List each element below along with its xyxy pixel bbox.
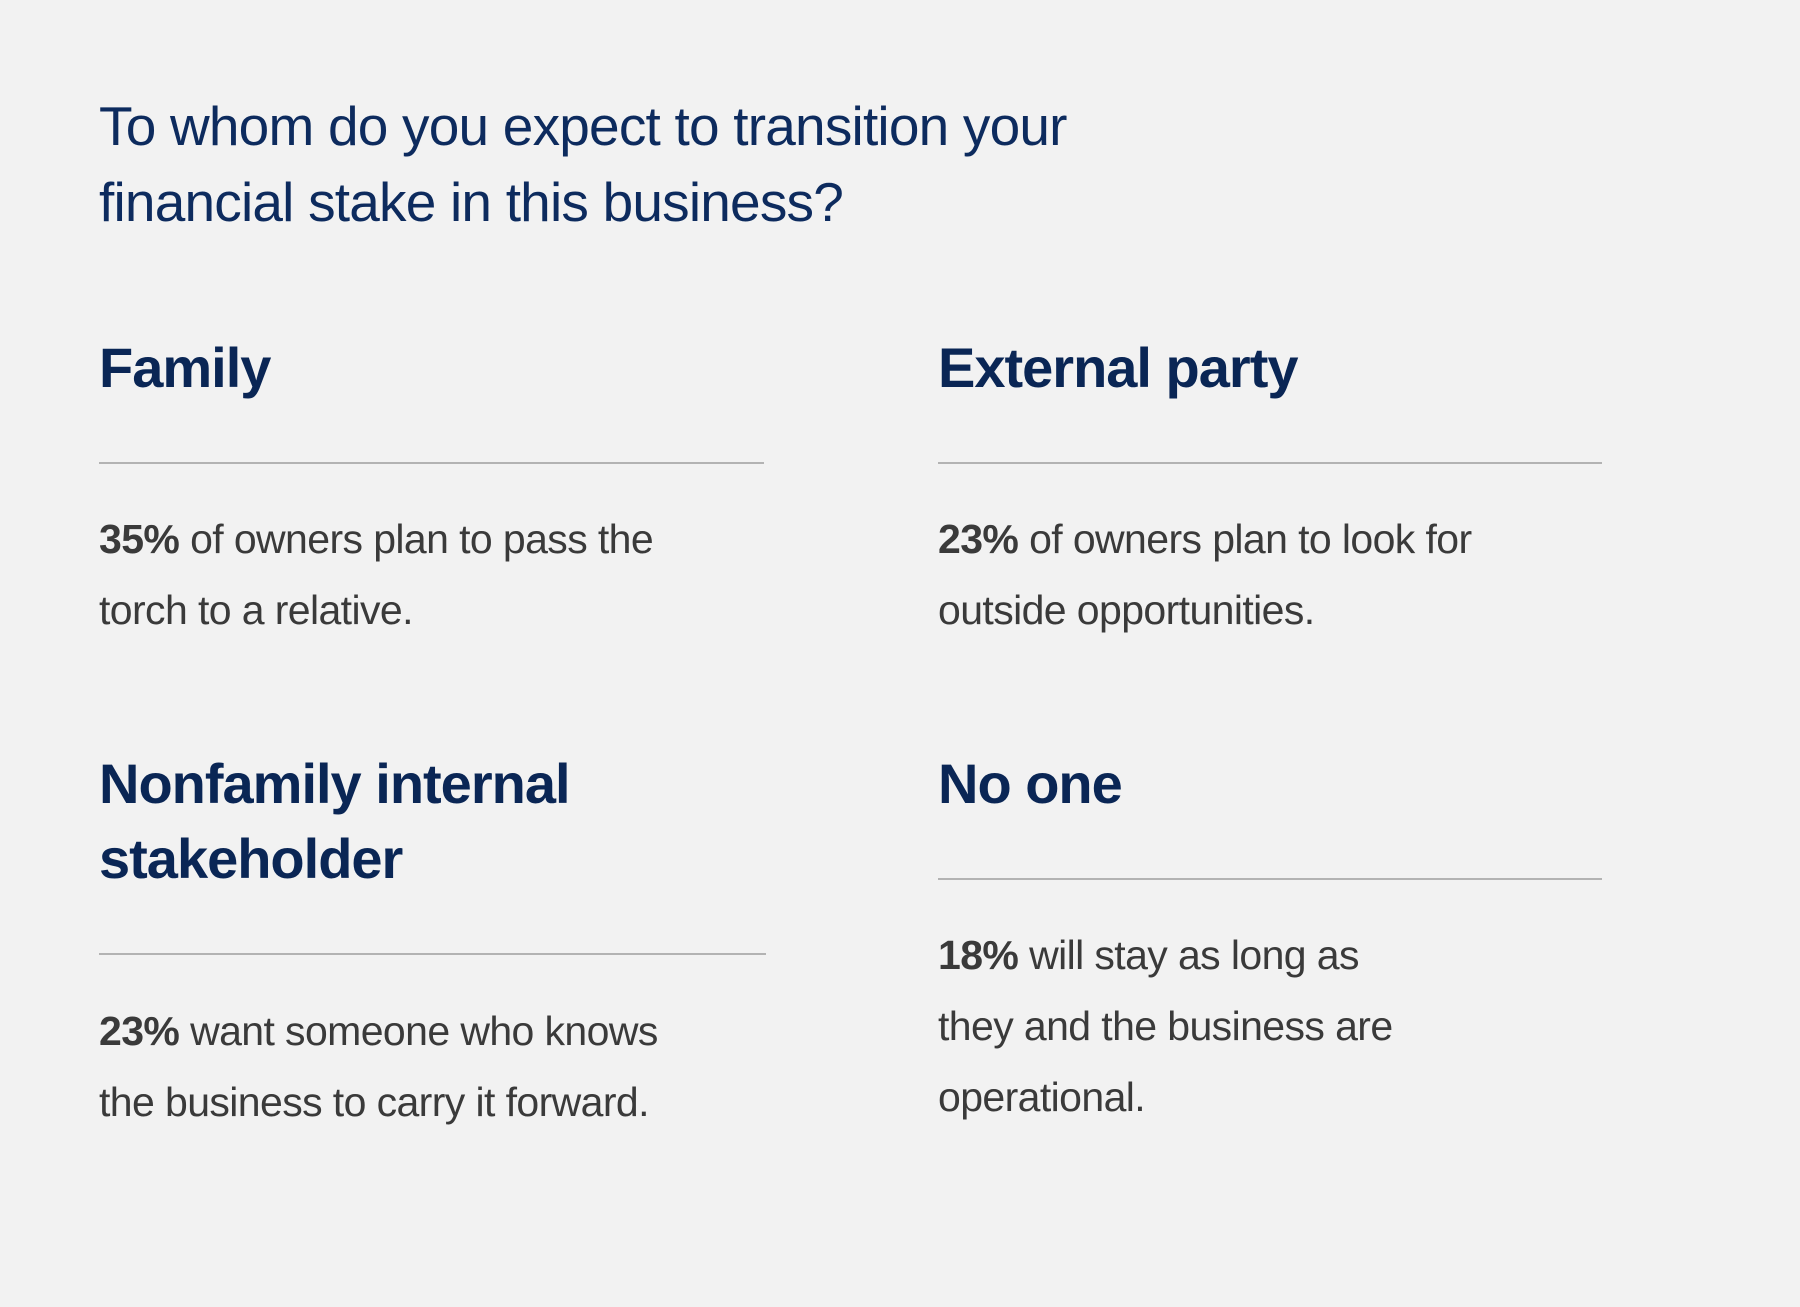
stat-value: 18% [938, 932, 1019, 978]
heading-line: No one [938, 752, 1123, 815]
text-line: torch to a relative. [99, 587, 413, 633]
title-line: financial stake in this business? [99, 171, 844, 233]
stat-value: 23% [99, 1008, 180, 1054]
external-party-text: 23% of owners plan to look for outside o… [938, 504, 1472, 646]
no-one-text: 18% will stay as long as they and the bu… [938, 920, 1393, 1133]
text-line: they and the business are [938, 1003, 1393, 1049]
family-heading: Family [99, 330, 271, 405]
title-line: To whom do you expect to transition your [99, 95, 1068, 157]
heading-line: External party [938, 336, 1298, 399]
stat-value: 35% [99, 516, 180, 562]
divider [938, 462, 1602, 464]
text-line: of owners plan to look for [1029, 516, 1472, 562]
divider [938, 878, 1602, 880]
page-title: To whom do you expect to transition your… [99, 88, 1068, 240]
text-line: operational. [938, 1074, 1146, 1120]
text-line: want someone who knows [190, 1008, 658, 1054]
divider [99, 953, 766, 955]
no-one-heading: No one [938, 746, 1123, 821]
heading-line: Nonfamily internal [99, 752, 571, 815]
heading-line: Family [99, 336, 271, 399]
family-text: 35% of owners plan to pass the torch to … [99, 504, 654, 646]
external-party-heading: External party [938, 330, 1298, 405]
nonfamily-heading: Nonfamily internal stakeholder [99, 746, 571, 896]
text-line: will stay as long as [1029, 932, 1359, 978]
divider [99, 462, 764, 464]
nonfamily-text: 23% want someone who knows the business … [99, 996, 658, 1138]
text-line: outside opportunities. [938, 587, 1315, 633]
text-line: the business to carry it forward. [99, 1079, 649, 1125]
text-line: of owners plan to pass the [190, 516, 654, 562]
heading-line: stakeholder [99, 827, 403, 890]
stat-value: 23% [938, 516, 1019, 562]
